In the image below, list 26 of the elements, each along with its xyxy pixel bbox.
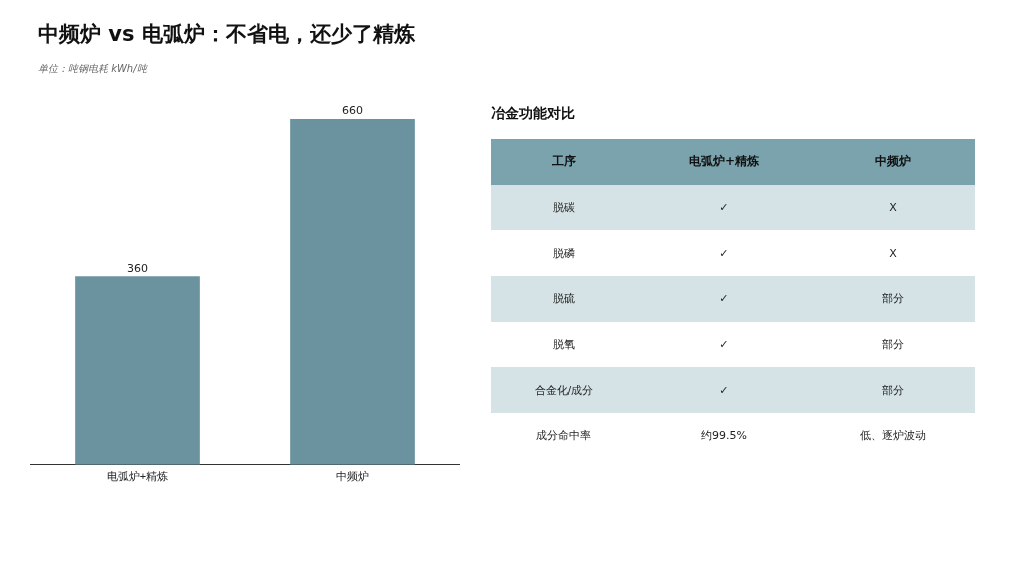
text: X — [888, 245, 898, 262]
text: 约99.5% — [699, 428, 748, 445]
text: 电弧炉+精炼 — [636, 139, 811, 185]
text: ✓ — [718, 245, 730, 262]
chart-subtitle: 单位：吨钢电耗 kWh/吨 — [38, 62, 147, 76]
text: 成分命中率 — [535, 428, 593, 445]
text: 部分 — [811, 276, 975, 322]
text: 脱硫 — [491, 276, 637, 322]
text: 部分 — [811, 367, 975, 414]
text: 中频炉 — [811, 139, 975, 185]
text: 脱磷 — [551, 245, 576, 262]
chart-title: 中频炉 vs 电弧炉：不省电，还少了精炼 — [38, 21, 415, 48]
text: ✓ — [718, 337, 730, 354]
text: 脱碳 — [491, 184, 637, 231]
text: ✓ — [636, 367, 811, 414]
text: 脱氧 — [551, 337, 576, 354]
text: 部分 — [881, 337, 905, 354]
text: 冶金功能对比 — [491, 105, 576, 123]
data-label: 360 — [127, 261, 148, 275]
text: ✓ — [636, 276, 811, 322]
text: 合金化/成分 — [491, 367, 637, 414]
text: X — [811, 184, 975, 231]
text: 低、逐炉波动 — [859, 428, 927, 445]
text: ✓ — [636, 184, 811, 231]
data-label: 660 — [342, 104, 363, 118]
text: 工序 — [491, 139, 637, 185]
